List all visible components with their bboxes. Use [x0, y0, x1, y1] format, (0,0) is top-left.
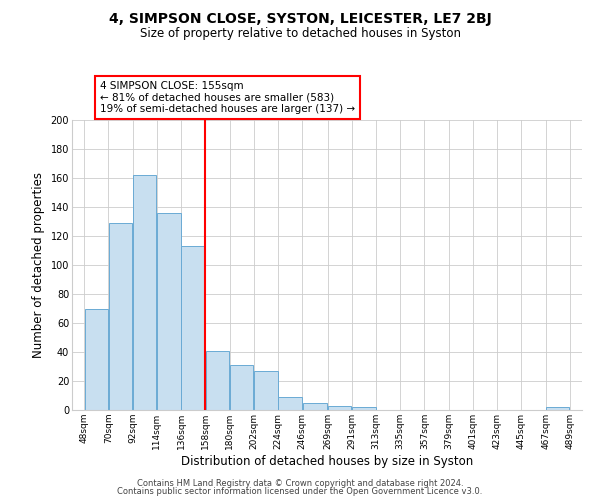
Bar: [254, 371, 278, 410]
Bar: [85, 308, 108, 410]
Bar: [546, 407, 569, 410]
Bar: [230, 365, 253, 410]
Text: Contains public sector information licensed under the Open Government Licence v3: Contains public sector information licen…: [118, 487, 482, 496]
Bar: [352, 407, 376, 410]
Bar: [133, 175, 157, 410]
Bar: [157, 213, 181, 410]
Bar: [181, 246, 205, 410]
Text: Size of property relative to detached houses in Syston: Size of property relative to detached ho…: [139, 28, 461, 40]
Bar: [206, 350, 229, 410]
Bar: [328, 406, 352, 410]
Text: 4, SIMPSON CLOSE, SYSTON, LEICESTER, LE7 2BJ: 4, SIMPSON CLOSE, SYSTON, LEICESTER, LE7…: [109, 12, 491, 26]
Text: 4 SIMPSON CLOSE: 155sqm
← 81% of detached houses are smaller (583)
19% of semi-d: 4 SIMPSON CLOSE: 155sqm ← 81% of detache…: [100, 81, 355, 114]
Y-axis label: Number of detached properties: Number of detached properties: [32, 172, 45, 358]
Bar: [302, 403, 327, 410]
Text: Contains HM Land Registry data © Crown copyright and database right 2024.: Contains HM Land Registry data © Crown c…: [137, 478, 463, 488]
X-axis label: Distribution of detached houses by size in Syston: Distribution of detached houses by size …: [181, 454, 473, 468]
Bar: [278, 397, 302, 410]
Bar: [109, 223, 132, 410]
